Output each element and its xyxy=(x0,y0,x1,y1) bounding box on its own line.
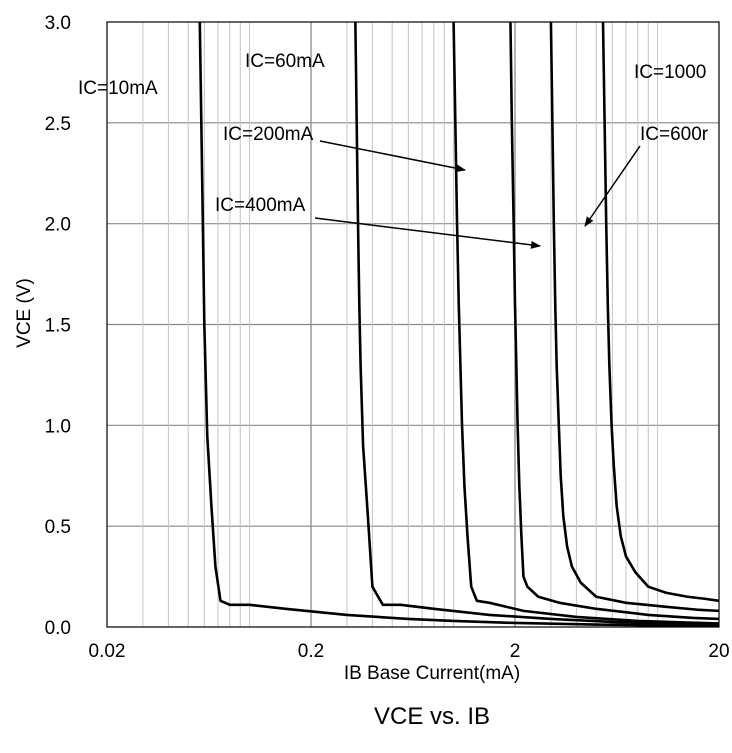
series-line-3 xyxy=(452,21,720,625)
x-tick-label: 20 xyxy=(708,641,729,662)
x-axis-title: IB Base Current(mA) xyxy=(344,663,520,684)
annotation-ic-600ma: IC=600r xyxy=(640,124,709,145)
series-line-6 xyxy=(601,21,720,603)
y-tick-label: 3.0 xyxy=(45,13,71,34)
annotation-ic-200ma: IC=200mA xyxy=(223,124,314,145)
annotation-ic-400ma: IC=400mA xyxy=(215,195,306,216)
x-tick-label: 0.02 xyxy=(89,641,126,662)
arrow-ic-600ma xyxy=(584,145,641,227)
y-tick-label: 2.0 xyxy=(45,215,71,236)
annotation-ic-1000ma: IC=1000 xyxy=(634,62,706,83)
series-group xyxy=(198,21,720,628)
series-line-4 xyxy=(509,21,720,621)
series-line-1 xyxy=(198,21,720,628)
arrow-ic-400ma xyxy=(314,217,541,249)
x-tick-label: 0.2 xyxy=(298,641,324,662)
y-tick-label: 0.0 xyxy=(45,618,71,639)
x-tick-label: 2 xyxy=(510,641,521,662)
arrow-ic-200ma xyxy=(319,140,466,173)
y-tick-label: 1.5 xyxy=(45,316,71,337)
chart-title: VCE vs. IB xyxy=(374,703,490,730)
series-line-2 xyxy=(354,21,720,626)
grid xyxy=(107,22,719,627)
plot-frame xyxy=(106,21,720,628)
annotation-ic-10ma: IC=10mA xyxy=(78,78,158,99)
y-axis-title: VCE (V) xyxy=(14,278,35,348)
series-line-5 xyxy=(549,21,720,613)
tick-labels: 0.02 0.2 2 20 0.0 0.5 1.0 1.5 2.0 2.5 3.0 xyxy=(45,13,730,662)
y-tick-label: 0.5 xyxy=(45,517,71,538)
y-tick-label: 1.0 xyxy=(45,416,71,437)
y-tick-label: 2.5 xyxy=(45,114,71,135)
annotation-ic-60ma: IC=60mA xyxy=(245,51,325,72)
